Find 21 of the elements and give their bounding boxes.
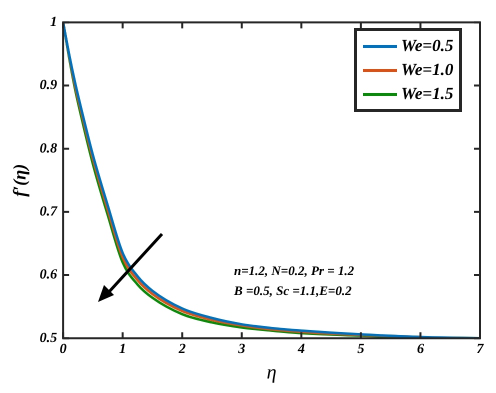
legend-label: We=1.5 [401,83,454,106]
x-tick-label: 7 [476,342,484,358]
y-tick-label: 0.7 [40,204,58,220]
legend-label: We=1.0 [401,59,454,82]
annotation: B =0.5, Sc =1.1,E=0.2 [233,283,352,298]
x-tick-label: 2 [178,342,186,358]
y-tick-label: 0.5 [40,330,58,346]
y-tick-label: 1 [50,15,58,30]
x-tick-label: 0 [60,342,67,358]
annotation: n=1.2, N=0.2, Pr = 1.2 [234,263,355,278]
legend-label: We=0.5 [401,35,454,58]
x-tick-label: 6 [416,342,424,358]
x-tick-label: 4 [296,342,305,358]
y-tick-label: 0.6 [40,268,58,283]
y-tick-label: 0.8 [40,141,58,156]
y-tick-label: 0.9 [40,78,58,94]
y-axis-title: f′(η) [9,164,30,197]
x-tick-label: 3 [237,342,246,358]
x-axis-title: η [266,361,277,384]
x-tick-label: 5 [357,342,364,358]
x-tick-label: 1 [119,342,126,358]
